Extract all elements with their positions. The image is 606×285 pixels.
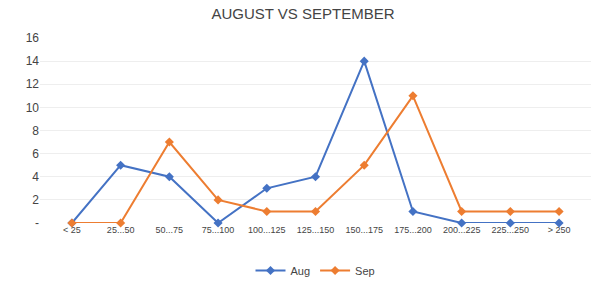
- svg-text:AUGUST VS SEPTEMBER: AUGUST VS SEPTEMBER: [211, 5, 394, 22]
- svg-text:< 25: < 25: [63, 225, 81, 235]
- svg-text:75...100: 75...100: [202, 225, 235, 235]
- svg-text:8: 8: [32, 124, 39, 138]
- svg-text:Aug: Aug: [291, 265, 311, 277]
- svg-text:175...200: 175...200: [394, 225, 432, 235]
- svg-text:4: 4: [32, 170, 39, 184]
- svg-text:50...75: 50...75: [156, 225, 184, 235]
- svg-text:10: 10: [26, 101, 40, 115]
- svg-text:14: 14: [26, 54, 40, 68]
- svg-text:200...225: 200...225: [443, 225, 481, 235]
- svg-text:16: 16: [26, 31, 40, 45]
- svg-text:25...50: 25...50: [107, 225, 135, 235]
- svg-text:Sep: Sep: [355, 265, 375, 277]
- svg-text:150...175: 150...175: [345, 225, 383, 235]
- svg-text:225...250: 225...250: [492, 225, 530, 235]
- svg-text:100...125: 100...125: [248, 225, 286, 235]
- svg-text:6: 6: [32, 147, 39, 161]
- svg-text:12: 12: [26, 77, 40, 91]
- svg-text:125...150: 125...150: [297, 225, 335, 235]
- svg-text:2: 2: [32, 193, 39, 207]
- svg-text:> 250: > 250: [548, 225, 571, 235]
- svg-text:-: -: [35, 216, 39, 230]
